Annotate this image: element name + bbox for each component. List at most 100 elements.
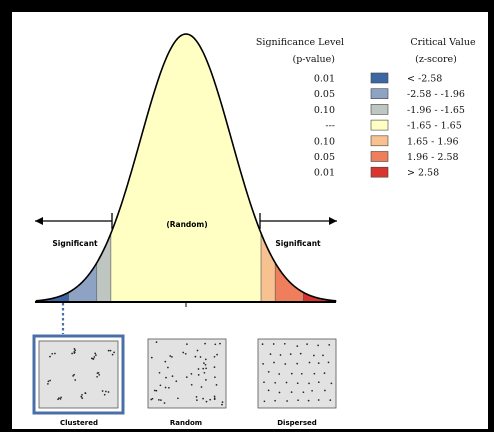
random-points	[150, 341, 224, 406]
dispersed-box	[257, 338, 337, 409]
clustered-point	[103, 393, 106, 396]
dispersed-point	[296, 345, 299, 347]
clustered-point	[113, 351, 115, 354]
legend-swatch	[370, 135, 389, 147]
clustered-point	[73, 350, 76, 353]
dispersed-point	[308, 382, 310, 385]
legend-swatch	[370, 166, 389, 178]
clustered-point	[73, 373, 75, 376]
pattern-random	[147, 338, 227, 409]
random-point	[177, 397, 179, 400]
random-point	[169, 355, 172, 357]
clustered-point	[47, 380, 50, 383]
dispersed-point	[329, 399, 332, 401]
dispersed-point	[285, 381, 288, 384]
significance-subheader: (p-value)	[292, 54, 335, 65]
random-point	[214, 376, 216, 379]
random-point	[155, 341, 158, 343]
legend-p-value: 0.10	[314, 105, 335, 116]
dispersed-point	[296, 362, 299, 365]
clustered-point	[54, 352, 56, 355]
clustered-box	[38, 340, 119, 409]
left-significant-arrow-icon	[35, 213, 113, 229]
dispersed-point	[306, 343, 308, 345]
dispersed-point	[267, 371, 270, 373]
random-point	[185, 376, 188, 378]
random-point	[202, 367, 205, 370]
clustered-point	[57, 398, 59, 401]
clustered-points	[47, 348, 115, 401]
dispersed-point	[279, 354, 282, 356]
clustered-point	[59, 398, 62, 400]
clustered-point	[98, 373, 101, 376]
random-point	[196, 349, 199, 352]
curve-outline	[35, 33, 337, 302]
random-point	[182, 351, 185, 354]
clustered-label: Clustered	[60, 419, 98, 427]
legend-p-value: ---	[325, 121, 335, 132]
dispersed-point	[274, 381, 277, 384]
random-point	[158, 371, 161, 374]
legend-swatch	[370, 151, 389, 162]
random-point	[159, 384, 162, 387]
random-point	[164, 360, 167, 363]
dispersed-point	[261, 343, 264, 345]
clustered-point	[80, 395, 83, 398]
random-point	[196, 399, 198, 401]
random-point	[194, 355, 197, 358]
random-box	[147, 338, 227, 409]
dispersed-point	[296, 382, 299, 385]
legend-p-value: 0.05	[314, 89, 335, 100]
random-pattern-label: Random	[170, 419, 202, 427]
random-point	[214, 343, 217, 346]
dispersed-point	[328, 344, 331, 346]
right-significant-label: Significant	[275, 239, 321, 248]
clustered-point	[74, 349, 77, 352]
clustered-point	[93, 356, 96, 358]
random-point	[213, 355, 216, 358]
clustered-point	[109, 349, 112, 352]
random-point	[158, 399, 160, 401]
clustered-point	[101, 390, 104, 392]
clustered-point	[95, 354, 97, 356]
random-point	[219, 342, 221, 345]
legend-swatch	[370, 119, 389, 131]
legend-p-value: 0.01	[314, 74, 335, 85]
clustered-point	[107, 391, 110, 393]
dispersed-point	[269, 353, 272, 355]
random-point	[205, 379, 207, 381]
random-point	[164, 386, 167, 389]
random-point	[209, 398, 212, 401]
random-point	[186, 343, 188, 345]
dispersed-point	[263, 381, 265, 384]
dispersed-points	[261, 342, 333, 403]
random-point	[155, 389, 158, 392]
dispersed-point	[317, 362, 320, 364]
legend-swatch	[370, 72, 389, 84]
pattern-clustered	[32, 334, 125, 415]
dispersed-point	[302, 391, 305, 394]
dispersed-point	[297, 399, 299, 402]
random-label: (Random)	[166, 220, 207, 229]
clustered-point	[105, 390, 107, 393]
dispersed-point	[262, 363, 264, 365]
legend-z-score: < -2.58	[407, 74, 442, 85]
clustered-point	[81, 397, 84, 399]
dispersed-point	[317, 381, 320, 384]
bell-curve	[35, 33, 337, 303]
dispersed-point	[317, 399, 320, 401]
critical-value-subheader: (z-score)	[415, 54, 457, 65]
random-point	[175, 380, 178, 383]
dispersed-point	[317, 344, 319, 347]
random-point	[168, 386, 170, 389]
clustered-point	[72, 375, 74, 377]
random-point	[150, 398, 153, 401]
random-point	[171, 356, 173, 358]
legend-swatch	[370, 104, 389, 115]
dispersed-label: Dispersed	[277, 419, 317, 427]
dispersed-point	[330, 382, 333, 385]
left-significant-label: Significant	[52, 239, 98, 248]
random-point	[160, 399, 162, 401]
legend-p-value: 0.10	[314, 136, 335, 147]
legend-z-score: -2.58 - -1.96	[407, 89, 465, 100]
